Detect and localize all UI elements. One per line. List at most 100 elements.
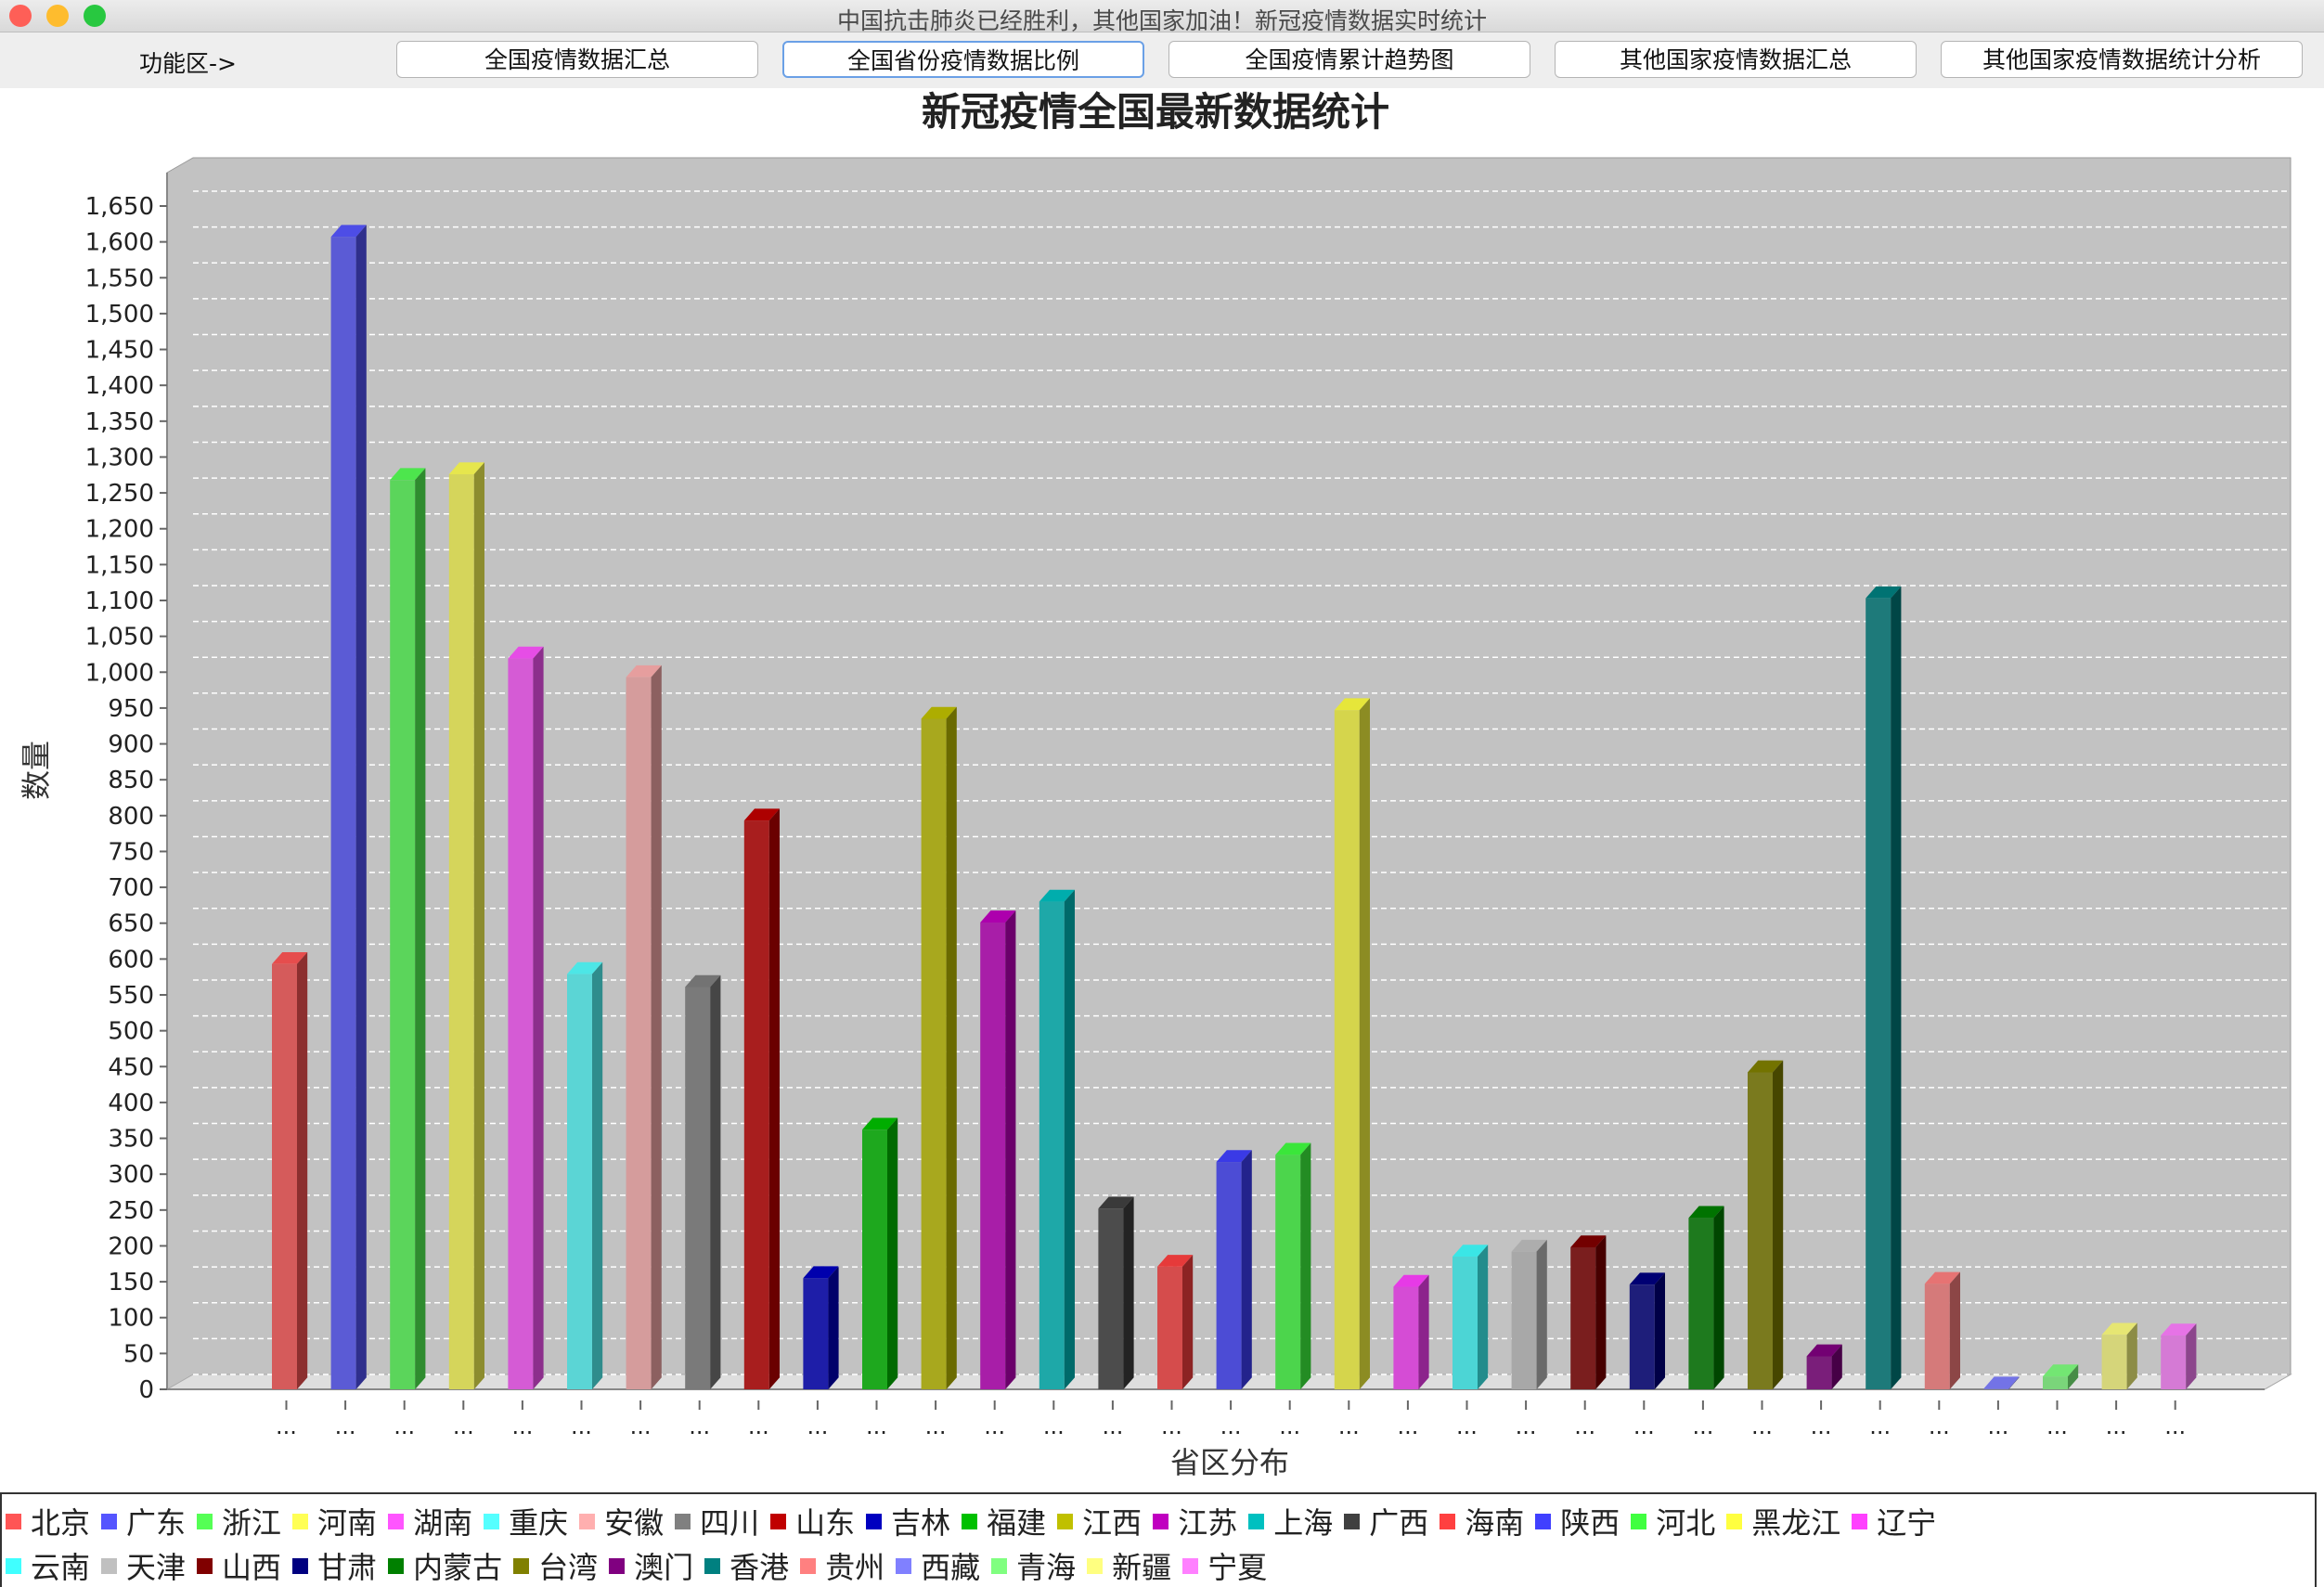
legend-label: 河南 [317, 1505, 378, 1541]
x-tick-label: ... [807, 1413, 828, 1439]
legend-label: 上海 [1273, 1505, 1334, 1541]
x-tick-label: ... [1338, 1413, 1360, 1439]
legend-swatch [101, 1557, 118, 1574]
bar [1983, 1376, 2020, 1389]
bar-side [1300, 1142, 1311, 1389]
y-tick-label: 200 [108, 1232, 154, 1260]
bar-side [1064, 889, 1075, 1389]
bar [2101, 1322, 2137, 1389]
bar-side [1359, 698, 1370, 1389]
bar-front [685, 987, 711, 1389]
bar-top [272, 951, 308, 964]
other-countries-summary-button[interactable]: 其他国家疫情数据汇总 [1555, 41, 1917, 78]
bar-front [1570, 1247, 1596, 1389]
function-toolbar: 功能区-> 全国疫情数据汇总 全国省份疫情数据比例 全国疫情累计趋势图 其他国家… [0, 32, 2324, 88]
x-tick-label: ... [630, 1413, 652, 1439]
bar-front [1748, 1072, 1773, 1389]
y-tick-label: 1,250 [85, 480, 154, 508]
legend-item: 黑龙江 [1726, 1500, 1840, 1542]
bar-front [272, 963, 297, 1389]
legend-swatch [292, 1513, 309, 1529]
bar-top [1098, 1196, 1134, 1209]
y-tick-label: 1,000 [85, 659, 154, 687]
x-tick-label: ... [1869, 1413, 1891, 1439]
x-tick-label: ... [1987, 1413, 2008, 1439]
x-tick-label: ... [866, 1413, 887, 1439]
y-tick-label: 550 [108, 982, 154, 1010]
bar-front [862, 1129, 887, 1389]
bar [1334, 698, 1370, 1389]
bar [685, 974, 721, 1389]
x-tick-label: ... [1043, 1413, 1065, 1439]
bar [626, 664, 662, 1389]
y-tick-label: 1,200 [85, 516, 154, 544]
bar [448, 462, 484, 1389]
legend-label: 香港 [729, 1550, 790, 1585]
zoom-window-button[interactable] [84, 5, 106, 27]
bar [1393, 1274, 1429, 1389]
bar-top [1216, 1150, 1252, 1163]
bar-front [1511, 1251, 1537, 1389]
bar [330, 225, 367, 1390]
y-tick-label: 1,450 [85, 337, 154, 365]
legend-item: 山西 [197, 1544, 281, 1587]
legend-label: 山西 [222, 1550, 282, 1585]
cumulative-trend-button[interactable]: 全国疫情累计趋势图 [1168, 41, 1530, 78]
y-tick-label: 50 [123, 1340, 154, 1368]
legend-swatch [292, 1557, 309, 1574]
legend-label: 内蒙古 [413, 1550, 503, 1585]
y-tick-label: 900 [108, 731, 154, 759]
legend-swatch [800, 1557, 817, 1574]
bar-top [626, 664, 662, 677]
legend-item: 云南 [6, 1544, 90, 1587]
bar-front [508, 658, 534, 1389]
x-tick-label: ... [925, 1413, 947, 1439]
bar-front [1039, 901, 1065, 1389]
bar-top [1039, 889, 1075, 902]
y-tick-label: 250 [108, 1197, 154, 1225]
bar-side [415, 468, 426, 1389]
bar-side [651, 664, 662, 1389]
y-tick-label: 300 [108, 1161, 154, 1189]
bar [1098, 1196, 1134, 1389]
province-ratio-button[interactable]: 全国省份疫情数据比例 [782, 41, 1144, 78]
y-tick-label: 700 [108, 874, 154, 902]
bar [1452, 1245, 1489, 1389]
chart-title: 新冠疫情全国最新数据统计 [922, 89, 1389, 135]
legend-label: 澳门 [634, 1550, 694, 1585]
bar-side [1595, 1235, 1607, 1389]
legend-label: 青海 [1016, 1550, 1077, 1585]
x-tick-label: ... [1751, 1413, 1773, 1439]
bar [862, 1117, 898, 1389]
bar-front [1334, 710, 1360, 1389]
legend-label: 云南 [31, 1550, 91, 1585]
bar-front [1806, 1356, 1832, 1389]
y-axis-label: 数量 [19, 741, 54, 800]
legend-label: 天津 [126, 1550, 187, 1585]
bar-chart: 新冠疫情全国最新数据统计 数量 省区分布 0 50 100 150 200 250 300 3… [19, 89, 2292, 1480]
close-window-button[interactable] [9, 5, 32, 27]
x-tick-label: ... [394, 1413, 415, 1439]
bar-side [1241, 1150, 1252, 1389]
bar-front [390, 480, 416, 1389]
other-countries-analysis-button[interactable]: 其他国家疫情数据统计分析 [1941, 41, 2303, 78]
legend-label: 安徽 [604, 1505, 665, 1541]
bar-top [862, 1117, 898, 1130]
bar-front [1216, 1162, 1242, 1389]
legend-item: 天津 [101, 1544, 186, 1587]
y-tick-label: 400 [108, 1090, 154, 1117]
x-tick-label: ... [1102, 1413, 1123, 1439]
bar-side [355, 225, 367, 1390]
legend-label: 辽宁 [1877, 1505, 1937, 1541]
x-tick-label: ... [2046, 1413, 2068, 1439]
x-tick-label: ... [1516, 1413, 1537, 1439]
y-tick-label: 350 [108, 1126, 154, 1154]
bar-top [2043, 1364, 2079, 1377]
legend-item: 新疆 [1087, 1544, 1171, 1587]
bar [2161, 1323, 2197, 1389]
national-summary-button[interactable]: 全国疫情数据汇总 [396, 41, 758, 78]
bar-front [1866, 598, 1891, 1389]
bar-side [2008, 1376, 2020, 1389]
minimize-window-button[interactable] [46, 5, 69, 27]
legend-label: 江西 [1082, 1505, 1143, 1541]
